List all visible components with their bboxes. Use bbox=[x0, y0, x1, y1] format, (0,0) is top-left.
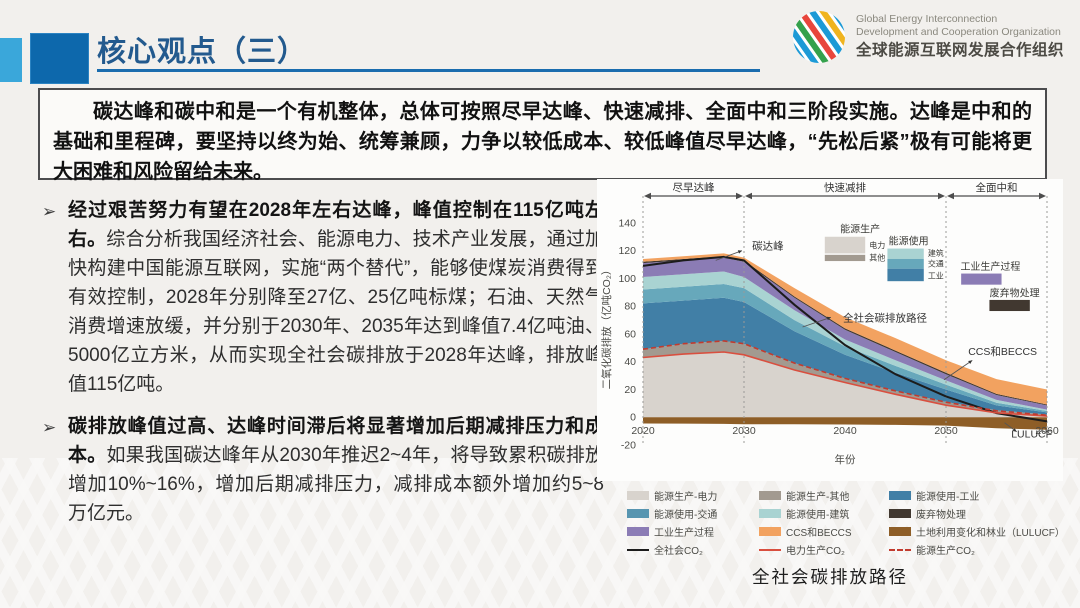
svg-text:碳达峰: 碳达峰 bbox=[752, 239, 784, 252]
title-underline bbox=[97, 69, 760, 72]
bullet-item-1: ➢ 经过艰苦努力有望在2028年左右达峰，峰值控制在115亿吨左右。综合分析我国… bbox=[42, 196, 604, 399]
svg-text:2020: 2020 bbox=[631, 425, 655, 437]
svg-text:废弃物处理: 废弃物处理 bbox=[990, 286, 1040, 299]
svg-text:工业: 工业 bbox=[928, 270, 944, 280]
emission-chart-block: 尽早达峰 快速减排 全面中和 -20 0 20 40 60 80 100 120 140 2020 203… bbox=[597, 179, 1065, 589]
svg-text:LULUCF: LULUCF bbox=[1011, 428, 1052, 440]
svg-text:120: 120 bbox=[618, 245, 636, 257]
title-accent-light-square bbox=[0, 38, 22, 82]
bullet-list: ➢ 经过艰苦努力有望在2028年左右达峰，峰值控制在115亿吨左右。综合分析我国… bbox=[42, 196, 604, 541]
legend-item: 能源使用-建筑 bbox=[759, 506, 889, 521]
svg-text:电力: 电力 bbox=[869, 240, 885, 250]
chart-legend: 能源生产-电力 能源生产-其他 能源使用-工业 能源使用-交通 能源使用-建筑 … bbox=[627, 488, 1065, 557]
svg-text:100: 100 bbox=[618, 273, 636, 285]
org-name-cn: 全球能源互联网发展合作组织 bbox=[855, 42, 1064, 60]
legend-item: 废弃物处理 bbox=[889, 506, 1065, 521]
legend-item: 能源生产-其他 bbox=[759, 488, 889, 503]
summary-text: 碳达峰和碳中和是一个有机整体，总体可按照尽早达峰、快速减排、全面中和三阶段实施。… bbox=[53, 101, 1032, 183]
legend-item: CCS和BECCS bbox=[759, 524, 889, 539]
legend-item: 全社会CO₂ bbox=[627, 542, 759, 557]
svg-text:尽早达峰: 尽早达峰 bbox=[673, 182, 715, 194]
bullet-item-2: ➢ 碳排放峰值过高、达峰时间滞后将显著增加后期减排压力和成本。如果我国碳达峰年从… bbox=[42, 412, 604, 528]
svg-text:20: 20 bbox=[624, 384, 636, 396]
svg-text:快速减排: 快速减排 bbox=[824, 181, 866, 194]
bullet-text-2: 碳排放峰值过高、达峰时间滞后将显著增加后期减排压力和成本。如果我国碳达峰年从20… bbox=[68, 412, 604, 528]
page-title: 核心观点（三） bbox=[97, 36, 308, 68]
legend-item: 工业生产过程 bbox=[627, 524, 759, 539]
svg-text:CCS和BECCS: CCS和BECCS bbox=[968, 346, 1037, 358]
bullet-text-1: 经过艰苦努力有望在2028年左右达峰，峰值控制在115亿吨左右。综合分析我国经济… bbox=[68, 196, 604, 399]
bullet-1-normal: 综合分析我国经济社会、能源电力、技术产业发展，通过加快构建中国能源互联网，实施“… bbox=[68, 229, 604, 395]
legend-item: 能源生产-电力 bbox=[627, 488, 759, 503]
svg-text:2030: 2030 bbox=[732, 425, 756, 437]
legend-item: 能源生产CO₂ bbox=[889, 542, 1065, 557]
bullet-2-normal: 如果我国碳达峰年从2030年推迟2~4年，将导致累积碳排放增加10%~16%，增… bbox=[68, 445, 604, 524]
org-name: Global Energy Interconnection Developmen… bbox=[856, 13, 1064, 61]
legend-item: 能源使用-工业 bbox=[889, 488, 1065, 503]
legend-item: 土地利用变化和林业（LULUCF） bbox=[889, 524, 1065, 539]
svg-text:二氧化碳排放（亿吨CO₂）: 二氧化碳排放（亿吨CO₂） bbox=[600, 265, 613, 390]
summary-box: 碳达峰和碳中和是一个有机整体，总体可按照尽早达峰、快速减排、全面中和三阶段实施。… bbox=[38, 88, 1047, 183]
arrow-bullet-icon: ➢ bbox=[42, 418, 57, 437]
globe-logo-icon bbox=[790, 9, 847, 65]
org-logo-block: Global Energy Interconnection Developmen… bbox=[790, 9, 1064, 65]
title-accent-dark-square bbox=[30, 33, 89, 84]
svg-text:40: 40 bbox=[624, 356, 636, 368]
svg-text:交通: 交通 bbox=[928, 259, 944, 269]
svg-text:80: 80 bbox=[624, 301, 636, 313]
svg-text:建筑: 建筑 bbox=[928, 248, 944, 258]
svg-text:0: 0 bbox=[630, 412, 636, 424]
legend-item: 能源使用-交通 bbox=[627, 506, 759, 521]
svg-text:2050: 2050 bbox=[934, 425, 958, 437]
chart-caption: 全社会碳排放路径 bbox=[752, 567, 908, 587]
legend-item: 电力生产CO₂ bbox=[759, 542, 889, 557]
svg-text:全面中和: 全面中和 bbox=[976, 181, 1018, 194]
svg-text:2060: 2060 bbox=[1035, 425, 1059, 437]
bullet-1-bold: 经过艰苦努力有望在2028年左右达峰，峰值控制在115亿吨左右。 bbox=[68, 200, 604, 250]
arrow-bullet-icon: ➢ bbox=[42, 202, 57, 221]
svg-text:60: 60 bbox=[624, 328, 636, 340]
svg-text:能源使用: 能源使用 bbox=[889, 234, 929, 247]
bullet-2-bold: 碳排放峰值过高、达峰时间滞后将显著增加后期减排压力和成本。 bbox=[68, 416, 604, 466]
svg-text:能源生产: 能源生产 bbox=[840, 223, 880, 236]
svg-text:-20: -20 bbox=[621, 440, 636, 452]
svg-text:年份: 年份 bbox=[835, 453, 856, 466]
svg-text:全社会碳排放路径: 全社会碳排放路径 bbox=[843, 311, 927, 324]
org-name-en-line1: Global Energy Interconnection bbox=[855, 13, 998, 26]
svg-text:2040: 2040 bbox=[833, 425, 857, 437]
svg-text:工业生产过程: 工业生产过程 bbox=[960, 260, 1020, 273]
org-name-en-line2: Development and Cooperation Organization bbox=[855, 26, 1061, 39]
svg-text:140: 140 bbox=[618, 217, 636, 229]
svg-text:其他: 其他 bbox=[869, 252, 885, 262]
